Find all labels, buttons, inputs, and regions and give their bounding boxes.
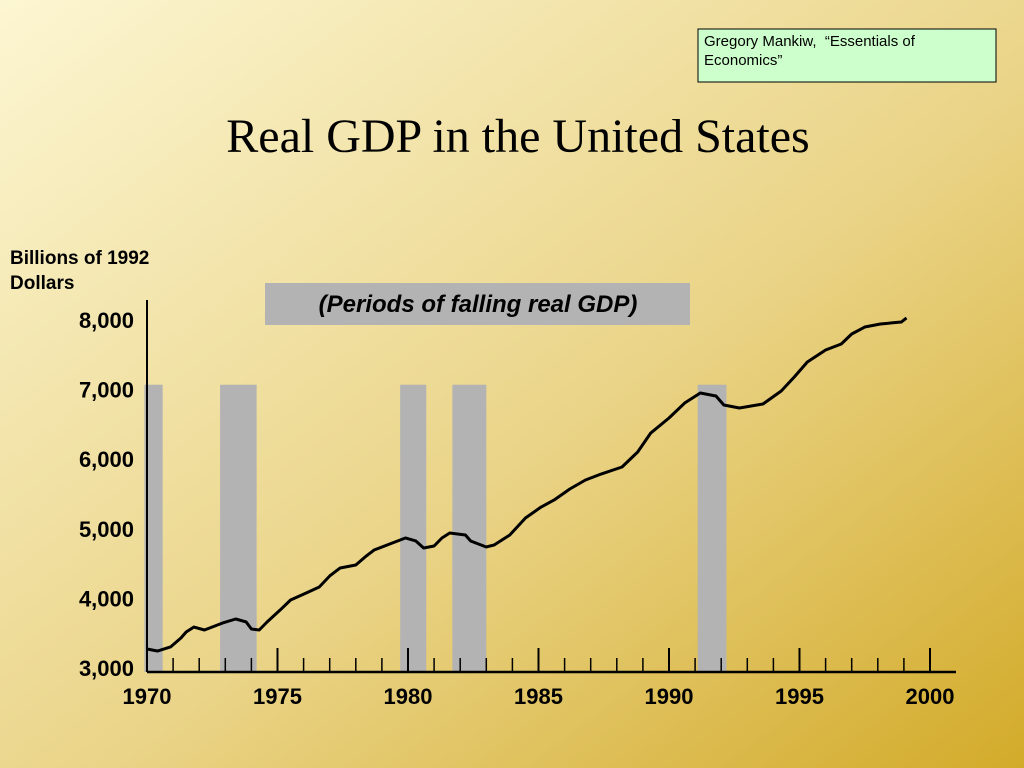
shaded-period	[452, 384, 487, 672]
x-tick-label: 1980	[384, 684, 433, 709]
y-axis-label: Billions of 1992 Dollars	[10, 248, 150, 294]
y-tick-label: 5,000	[79, 517, 134, 542]
y-tick-label: 8,000	[79, 308, 134, 333]
y-tick-label: 4,000	[79, 586, 134, 611]
x-tick-label: 2000	[906, 684, 955, 709]
annotation: (Periods of falling real GDP)	[319, 291, 638, 318]
shaded-period	[144, 384, 163, 672]
x-tick-label: 1975	[253, 684, 302, 709]
annotation-box	[265, 283, 690, 325]
shaded-period	[220, 384, 257, 672]
y-tick-label: 6,000	[79, 447, 134, 472]
x-tick-label: 1995	[775, 684, 824, 709]
gdp-line	[146, 316, 908, 653]
x-tick-label: 1985	[514, 684, 563, 709]
x-tick-label: 1990	[645, 684, 694, 709]
chart-title: Real GDP in the United States	[226, 110, 809, 163]
y-tick-label: 3,000	[79, 656, 134, 681]
source-box	[697, 28, 997, 83]
x-tick-label: 1970	[123, 684, 172, 709]
source-wrap: Gregory Mankiw, “Essentials of Economics…	[704, 33, 920, 69]
source-note: Gregory Mankiw, “Essentials of Economics…	[704, 33, 920, 69]
y-label-wrap: Billions of 1992 Dollars	[10, 248, 150, 294]
shaded-period	[697, 384, 727, 672]
shaded-period	[400, 384, 427, 672]
y-tick-label: 7,000	[79, 378, 134, 403]
